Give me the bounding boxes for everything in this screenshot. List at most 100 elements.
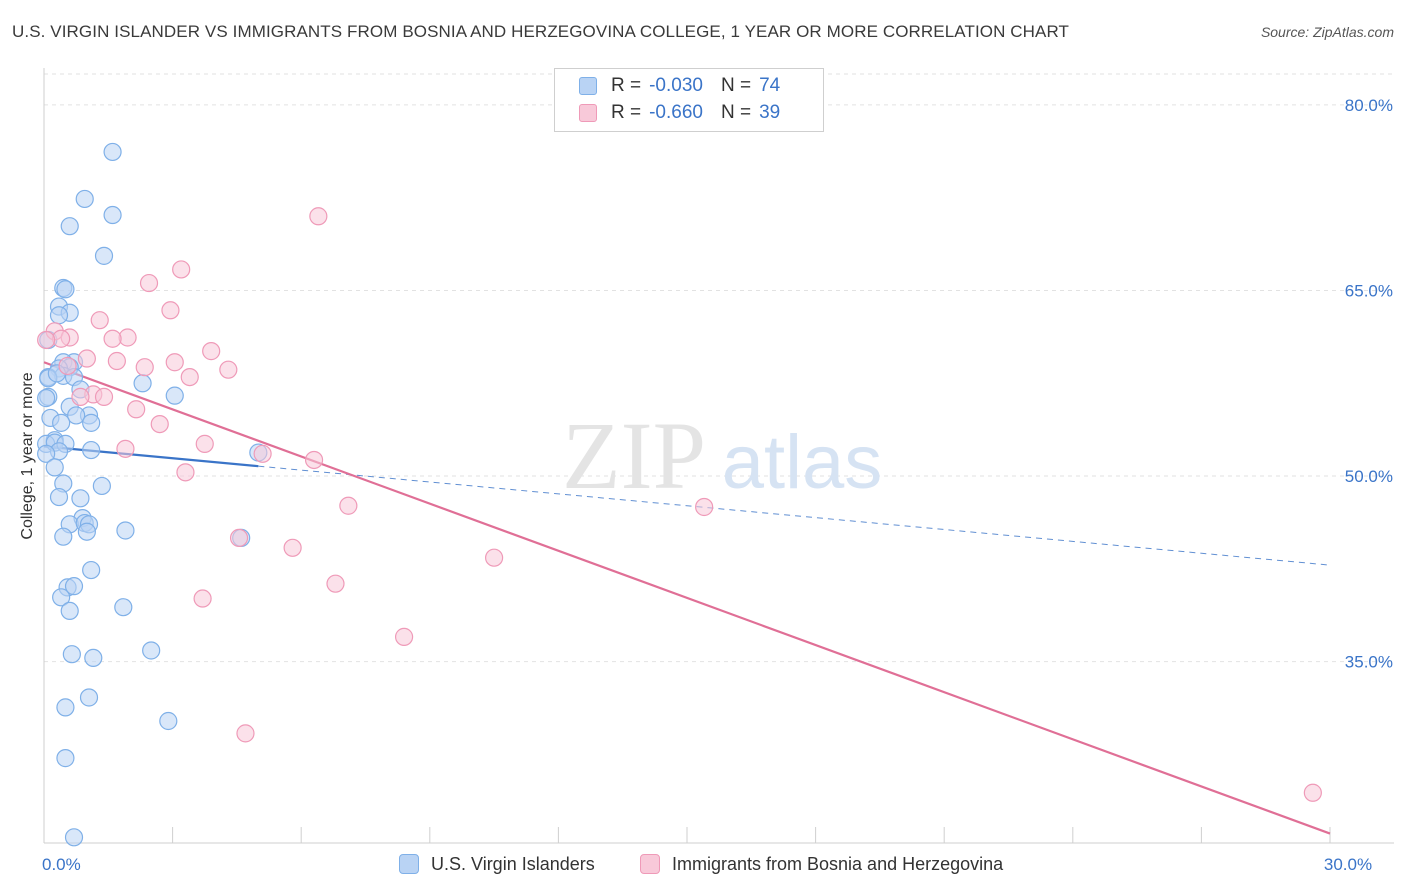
data-point-series-0 [49,306,69,325]
legend-swatch-blue [579,77,597,95]
y-tick-label: 80.0% [1345,96,1393,115]
bottom-legend-swatch-blue [399,854,419,874]
legend-swatch-pink [579,104,597,122]
bottom-legend-virgin-islanders: U.S. Virgin Islanders [399,852,595,876]
data-point-series-1 [326,574,345,593]
data-point-series-1 [139,273,159,293]
trend-line-series-1 [43,361,1331,835]
data-point-series-0 [133,374,152,393]
watermark: ZIP atlas [562,402,882,509]
legend-n-label: N = [720,102,752,123]
data-point-series-1 [58,356,77,376]
data-point-series-1 [176,463,195,482]
data-point-series-1 [695,497,714,517]
data-point-series-1 [77,349,96,368]
data-point-series-0 [84,648,103,668]
data-point-series-0 [114,598,133,617]
data-point-series-1 [150,414,169,434]
data-point-series-0 [82,560,101,580]
data-points [37,142,1322,847]
y-tick-label: 65.0% [1345,281,1393,300]
data-point-series-0 [75,189,94,209]
data-point-series-0 [52,588,71,607]
data-point-series-1 [283,538,302,557]
data-point-series-0 [94,246,114,265]
data-point-series-0 [49,487,69,507]
data-point-series-1 [90,311,109,330]
data-point-series-0 [165,386,184,405]
bottom-legend-bosnia: Immigrants from Bosnia and Herzegovina [640,852,1003,876]
data-point-series-1 [1303,783,1322,802]
data-point-series-0 [77,522,96,541]
y-tick-label: 35.0% [1345,653,1393,672]
y-axis-label: College, 1 year or more [19,372,36,540]
data-point-series-0 [116,521,135,540]
legend-r-label: R = [611,102,642,123]
y-tick-label: 50.0% [1345,467,1393,486]
legend-n-value: 39 [759,102,781,123]
watermark-zip: ZIP [562,402,706,509]
data-point-series-0 [45,458,64,477]
data-point-series-1 [172,260,191,279]
data-point-series-1 [103,329,122,348]
source-credit: Source: ZipAtlas.com [1260,24,1394,40]
data-point-series-1 [219,360,238,379]
data-point-series-0 [64,828,84,847]
trend-extension-series-0 [258,465,1331,566]
data-point-series-1 [94,387,114,406]
bottom-legend-swatch-pink [640,854,660,874]
data-point-series-1 [485,548,504,567]
data-point-series-1 [107,351,126,371]
data-point-series-0 [71,489,90,508]
data-point-series-1 [394,627,414,646]
data-point-series-0 [60,601,79,621]
data-point-series-1 [195,434,214,453]
legend-row-virgin-islanders: R = -0.030 N = 74 [579,73,780,99]
data-point-series-0 [92,476,111,496]
bottom-legend-label: Immigrants from Bosnia and Herzegovina [672,853,1004,874]
data-point-series-1 [304,450,324,470]
trend-lines [43,361,1331,835]
data-point-series-1 [193,589,212,608]
trend-line-series-0 [43,445,259,468]
data-point-series-1 [52,329,71,348]
data-point-series-0 [54,527,73,546]
data-point-series-1 [229,528,249,548]
data-point-series-1 [309,207,328,226]
data-point-series-0 [103,205,122,225]
data-point-series-0 [56,280,75,299]
data-point-series-0 [37,444,56,463]
data-point-series-1 [202,342,221,361]
legend-n-value: 74 [759,75,781,96]
watermark-atlas: atlas [722,420,883,505]
data-point-series-1 [37,330,56,350]
legend-r-label: R = [611,75,642,96]
data-point-series-1 [180,367,199,387]
legend-r-value: -0.030 [649,75,703,96]
tick-labels: 35.0% 50.0% 65.0% 80.0% 0.0% 30.0% [42,96,1393,874]
data-point-series-0 [82,440,101,460]
data-point-series-1 [127,400,146,419]
data-point-series-0 [56,698,75,717]
data-point-series-0 [159,711,178,731]
data-point-series-1 [236,724,255,743]
data-point-series-0 [52,413,71,432]
data-point-series-1 [118,328,137,347]
legend-row-bosnia: R = -0.660 N = 39 [579,100,780,126]
data-point-series-0 [64,577,84,596]
data-point-series-1 [339,496,358,515]
data-point-series-0 [67,406,86,425]
grid-lines [44,73,1394,663]
data-point-series-0 [82,413,101,432]
data-point-series-0 [79,688,99,707]
data-point-series-1 [71,387,90,406]
legend-r-value: -0.660 [649,102,703,123]
data-point-series-1 [135,358,154,377]
data-point-series-0 [56,749,75,768]
bottom-legend-label: U.S. Virgin Islanders [431,853,595,874]
data-point-series-0 [142,641,161,660]
chart-title: U.S. VIRGIN ISLANDER VS IMMIGRANTS FROM … [12,22,1070,41]
legend-n-label: N = [720,75,752,96]
data-point-series-0 [60,217,79,236]
